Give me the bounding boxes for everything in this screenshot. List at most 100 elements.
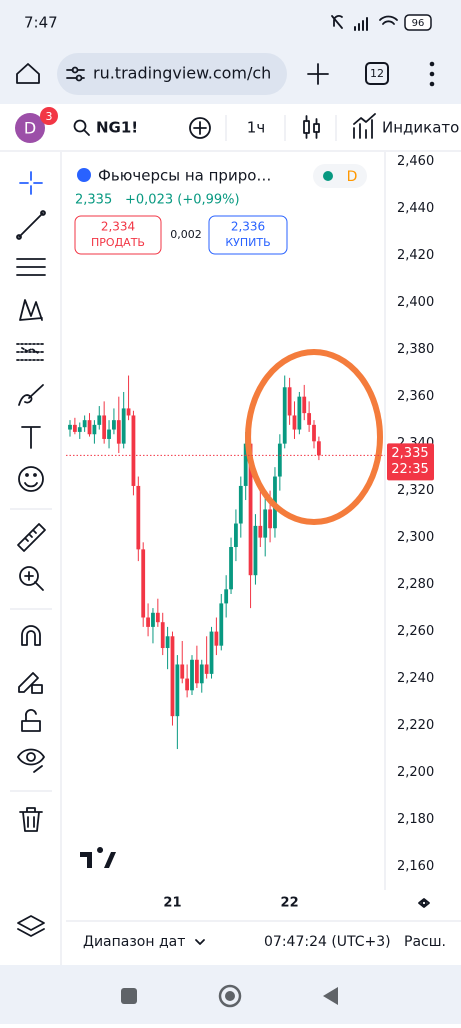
badge (40, 107, 58, 125)
candle-body (190, 659, 194, 691)
countdown: 22:35 (391, 462, 428, 477)
candle-body (292, 415, 297, 430)
status-icons (331, 15, 398, 31)
candle-body (185, 678, 190, 691)
y-tick-label: 2,320 (397, 483, 434, 498)
candle-body (116, 420, 121, 444)
y-tick-label: 2,300 (397, 530, 434, 545)
badge-count: 3 (46, 110, 53, 123)
candle-body (180, 664, 185, 679)
symbol-name[interactable]: Фьючерсы на приро… (98, 167, 271, 185)
candle-body (68, 424, 72, 430)
sell-label: ПРОДАТЬ (91, 236, 145, 249)
candle-body (97, 415, 102, 425)
symbol[interactable]: NG1! (96, 119, 138, 137)
interval[interactable]: 1ч (247, 119, 265, 137)
y-tick-label: 2,280 (397, 577, 434, 592)
x-tick-label: 22 (281, 896, 299, 911)
candle-body (151, 612, 155, 627)
sell-button[interactable] (74, 215, 162, 255)
candle-body (82, 420, 87, 428)
candle-body (126, 408, 131, 416)
candle-body (243, 443, 248, 486)
extended[interactable]: Расш. (404, 934, 446, 950)
drawing-tools[interactable] (16, 171, 46, 937)
buy-button[interactable] (208, 215, 288, 255)
candle-body (160, 622, 165, 649)
date-range[interactable]: Диапазон дат (83, 934, 185, 950)
y-tick-label: 2,460 (397, 154, 434, 169)
candle-body (107, 429, 111, 439)
y-tick-label: 2,200 (397, 765, 434, 780)
nav-home-dot (225, 991, 235, 1001)
toolbar (0, 104, 461, 152)
menu-button[interactable] (429, 61, 435, 87)
candle-body (282, 387, 287, 444)
nav-home[interactable] (218, 984, 242, 1008)
indicators[interactable]: Индикато (382, 119, 459, 137)
last-price: 2,335 (75, 193, 112, 208)
chart-type[interactable] (303, 115, 320, 139)
candle-body (199, 664, 204, 684)
url: ru.tradingview.com/ch (93, 64, 271, 83)
avatar-letter: D (24, 119, 36, 138)
candle-body (287, 387, 292, 416)
tv-logo (80, 847, 116, 868)
clock-utc[interactable]: 07:47:24 (UTC+3) (264, 934, 391, 950)
battery-level: 96 (412, 18, 425, 29)
y-tick-label: 2,380 (397, 342, 434, 357)
y-tick-label: 2,160 (397, 859, 434, 874)
candle-body (141, 549, 146, 618)
dropdown-caret (195, 939, 205, 945)
candle-body (307, 413, 312, 425)
price-tag-label: 2,335 (391, 446, 428, 461)
search-icon[interactable] (73, 119, 90, 136)
clock: 7:47 (24, 14, 58, 32)
tab-count: 12 (370, 67, 384, 80)
buy-price: 2,336 (231, 220, 265, 234)
settings-icon[interactable] (418, 898, 430, 908)
candle-body (214, 631, 219, 646)
candle-body (316, 441, 321, 456)
indicators-icon[interactable] (353, 113, 376, 139)
home-button[interactable] (16, 63, 40, 84)
buy-label: КУПИТЬ (225, 236, 270, 249)
nav-back[interactable] (323, 987, 338, 1005)
candle-body (253, 525, 258, 576)
y-tick-label: 2,220 (397, 718, 434, 733)
battery (404, 14, 432, 31)
url-bar[interactable] (57, 53, 287, 95)
y-tick-label: 2,260 (397, 624, 434, 639)
candle-body (229, 547, 233, 590)
y-tick-label: 2,400 (397, 295, 434, 310)
site-settings[interactable] (66, 66, 85, 82)
tabs-button[interactable] (365, 62, 389, 85)
candle-body (194, 659, 199, 684)
price-change: +0,023 (+0,99%) (125, 193, 240, 208)
candle-body (258, 525, 263, 538)
candle-body (219, 603, 224, 646)
candle-body (224, 589, 229, 604)
candle-body (209, 631, 214, 674)
y-tick-label: 2,240 (397, 671, 434, 686)
y-tick-label: 2,420 (397, 248, 434, 263)
candle-body (234, 523, 238, 548)
candle-body (268, 509, 272, 529)
candle-body (277, 443, 282, 477)
new-tab[interactable] (307, 63, 329, 85)
candle-body (297, 396, 302, 430)
sell-price: 2,334 (101, 220, 135, 234)
plot (68, 375, 321, 750)
candle-body (136, 485, 141, 550)
spread: 0,002 (170, 228, 202, 241)
compare-button[interactable] (189, 117, 211, 139)
candle-body (131, 415, 136, 486)
highlight-circle (245, 349, 383, 525)
avatar[interactable] (15, 113, 45, 143)
candle-body (121, 408, 126, 444)
x-tick-label: 21 (163, 896, 181, 911)
candle-body (263, 509, 268, 538)
market-open-dot (323, 171, 333, 181)
nav-recents[interactable] (121, 988, 137, 1004)
candle-body (238, 485, 243, 524)
